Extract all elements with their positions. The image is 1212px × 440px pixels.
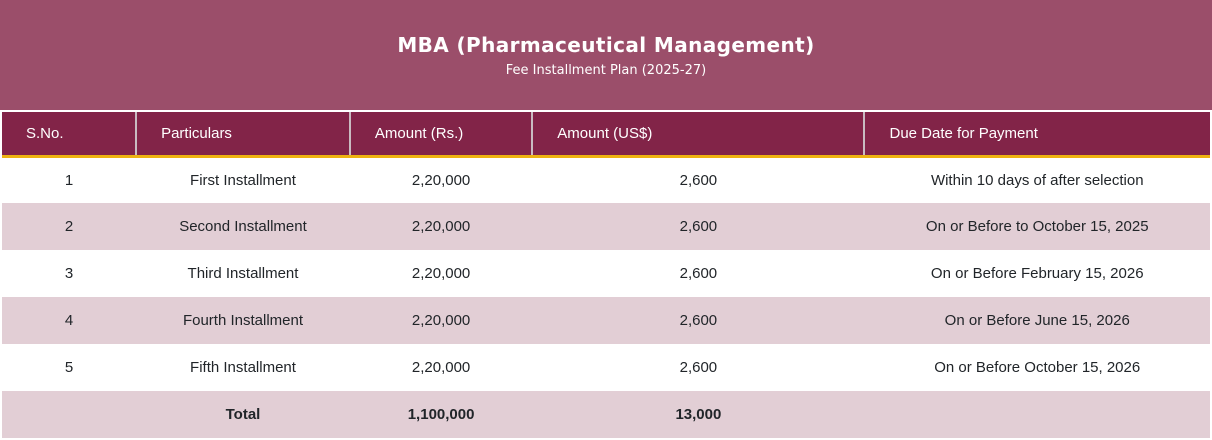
cell-amount-usd: 2,600 — [679, 265, 718, 282]
column-header-amount-rs: Amount (Rs.) — [349, 112, 534, 158]
table-row: 2 Second Installment 2,20,000 2,600 On o… — [2, 203, 1210, 250]
cell-amount-rs: 2,20,000 — [411, 312, 471, 329]
cell-amount-rs: 2,20,000 — [411, 359, 471, 376]
column-header-sno: S.No. — [2, 112, 138, 158]
table-header-row: S.No. Particulars Amount (Rs.) Amount (U… — [2, 112, 1210, 158]
cell-total-amount-usd: 13,000 — [675, 406, 722, 423]
cell-due-date: On or Before to October 15, 2025 — [925, 218, 1149, 235]
cell-total-amount-rs: 1,100,000 — [407, 406, 475, 423]
cell-due-date — [864, 391, 1210, 438]
table-row: 4 Fourth Installment 2,20,000 2,600 On o… — [2, 297, 1210, 344]
table-total-row: Total 1,100,000 13,000 — [2, 391, 1210, 438]
cell-sno: 5 — [64, 359, 74, 376]
cell-due-date: On or Before June 15, 2026 — [944, 312, 1130, 329]
page-subtitle: Fee Installment Plan (2025-27) — [505, 62, 707, 78]
cell-amount-rs: 2,20,000 — [411, 218, 471, 235]
column-header-amount-usd: Amount (US$) — [532, 112, 866, 158]
cell-amount-usd: 2,600 — [679, 218, 718, 235]
table-body: 1 First Installment 2,20,000 2,600 Withi… — [2, 156, 1210, 438]
cell-sno: 3 — [64, 265, 74, 282]
header-banner: MBA (Pharmaceutical Management) Fee Inst… — [0, 0, 1212, 110]
column-header-particulars: Particulars — [136, 112, 351, 158]
cell-particulars: First Installment — [190, 171, 296, 189]
cell-particulars: Second Installment — [179, 218, 307, 235]
cell-due-date: Within 10 days of after selection — [930, 171, 1144, 189]
cell-sno: 1 — [64, 171, 74, 189]
cell-amount-usd: 2,600 — [679, 171, 718, 189]
cell-sno: 4 — [64, 312, 74, 329]
cell-amount-usd: 2,600 — [679, 312, 718, 329]
cell-particulars: Fifth Installment — [190, 359, 296, 376]
cell-due-date: On or Before February 15, 2026 — [930, 265, 1144, 282]
cell-amount-rs: 2,20,000 — [411, 171, 471, 189]
cell-total-label: Total — [225, 406, 261, 423]
fee-installment-table: S.No. Particulars Amount (Rs.) Amount (U… — [2, 112, 1210, 438]
table-row: 5 Fifth Installment 2,20,000 2,600 On or… — [2, 344, 1210, 391]
cell-sno — [2, 391, 136, 438]
cell-amount-usd: 2,600 — [679, 359, 718, 376]
cell-particulars: Third Installment — [187, 265, 299, 282]
page-title: MBA (Pharmaceutical Management) — [397, 32, 815, 57]
cell-particulars: Fourth Installment — [182, 312, 304, 329]
cell-amount-rs: 2,20,000 — [411, 265, 471, 282]
cell-sno: 2 — [64, 218, 74, 235]
column-header-due-date: Due Date for Payment — [864, 112, 1210, 158]
table-row: 1 First Installment 2,20,000 2,600 Withi… — [2, 156, 1210, 203]
fee-table-container: S.No. Particulars Amount (Rs.) Amount (U… — [0, 110, 1212, 438]
table-row: 3 Third Installment 2,20,000 2,600 On or… — [2, 250, 1210, 297]
cell-due-date: On or Before October 15, 2026 — [934, 359, 1141, 376]
table-header: S.No. Particulars Amount (Rs.) Amount (U… — [2, 112, 1210, 158]
